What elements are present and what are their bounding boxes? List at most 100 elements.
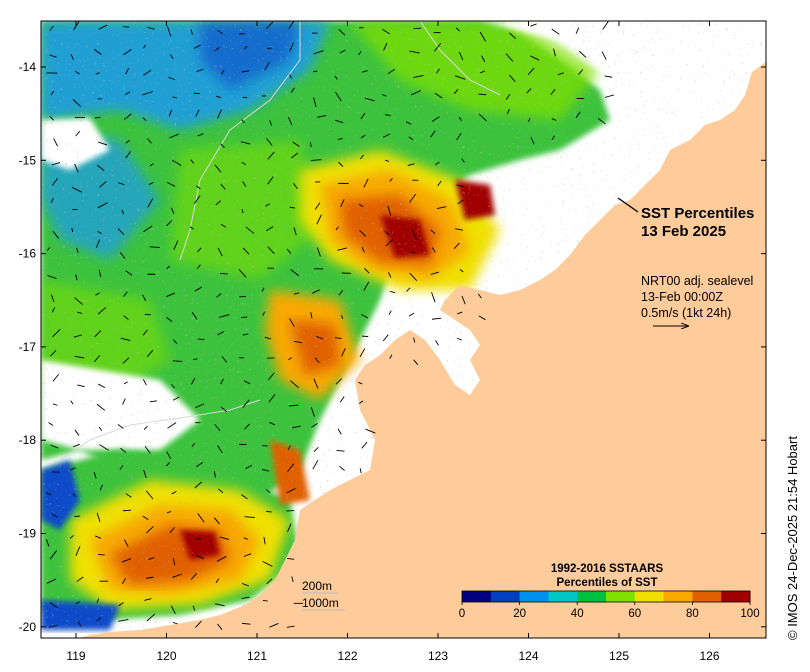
current-vector xyxy=(220,223,227,228)
current-vector xyxy=(142,515,149,520)
current-vector xyxy=(69,534,75,539)
current-vector xyxy=(52,230,59,239)
lat-tick-label: -19 xyxy=(19,527,37,541)
current-vector xyxy=(244,45,248,50)
current-vector xyxy=(526,88,532,94)
current-vector xyxy=(266,226,274,232)
current-vector xyxy=(242,622,251,625)
current-vector xyxy=(147,198,154,208)
current-vector xyxy=(218,314,230,318)
current-vector xyxy=(334,91,342,102)
current-vector xyxy=(144,446,151,454)
current-vector xyxy=(436,206,447,210)
current-vector xyxy=(238,269,247,278)
current-vector xyxy=(287,523,292,533)
current-vector xyxy=(217,247,223,257)
current-vector xyxy=(95,292,100,296)
current-vector xyxy=(290,380,299,389)
current-vector xyxy=(50,197,54,204)
colorbar-tick-label: 40 xyxy=(571,608,584,620)
current-vector xyxy=(170,605,176,615)
current-vector xyxy=(172,96,177,99)
current-vector xyxy=(75,601,81,605)
current-vector xyxy=(359,229,367,237)
current-vector xyxy=(142,294,147,302)
current-vector xyxy=(388,310,392,315)
current-vector xyxy=(125,150,132,159)
lat-tick-label: -18 xyxy=(19,433,37,447)
current-vector xyxy=(527,117,531,123)
current-vector xyxy=(122,398,126,405)
current-vector xyxy=(218,488,224,494)
colorbar-segment xyxy=(634,591,665,602)
current-vector xyxy=(215,603,225,607)
current-vector xyxy=(433,43,442,52)
current-vector xyxy=(389,177,393,182)
current-vector xyxy=(166,292,176,298)
current-vector xyxy=(45,539,50,547)
legend-title-line1: 1992-2016 SSTAARS xyxy=(551,563,664,575)
current-vector xyxy=(94,116,101,119)
current-vector xyxy=(287,445,291,450)
current-vector xyxy=(215,95,222,99)
lon-tick-label: 119 xyxy=(66,649,85,663)
lon-tick-label: 124 xyxy=(518,649,538,663)
colorbar-ticks: 0 20 40 60 80 100 xyxy=(459,602,760,620)
current-vector xyxy=(195,620,202,628)
current-vector xyxy=(74,515,81,518)
current-vector xyxy=(73,334,83,338)
current-vector xyxy=(168,109,173,117)
current-vector xyxy=(408,312,415,317)
current-vector xyxy=(95,239,101,248)
current-vector xyxy=(98,24,108,30)
lon-tick-label: 125 xyxy=(609,649,629,663)
current-vector xyxy=(434,92,443,99)
current-vector xyxy=(97,202,108,209)
title-pointer xyxy=(617,197,639,213)
current-vector xyxy=(46,246,51,252)
current-vector xyxy=(387,272,392,278)
current-vector xyxy=(74,429,80,436)
current-vector xyxy=(364,267,370,274)
current-vector xyxy=(505,93,511,100)
colorbar-segment xyxy=(692,591,722,602)
current-vector xyxy=(336,449,345,452)
current-vector xyxy=(143,225,153,233)
current-vector xyxy=(382,133,390,138)
current-vector xyxy=(527,67,535,75)
plot-frame xyxy=(40,20,767,639)
current-vector xyxy=(118,182,125,186)
current-vector xyxy=(339,49,346,54)
current-vector xyxy=(288,116,293,126)
current-vector xyxy=(97,231,102,235)
current-vector xyxy=(267,246,275,255)
current-vector xyxy=(267,372,275,381)
current-vector xyxy=(292,141,300,147)
current-vector xyxy=(597,118,606,125)
land-mass xyxy=(80,62,766,638)
current-vector xyxy=(74,355,85,359)
current-vector xyxy=(52,328,61,338)
current-vector xyxy=(389,354,393,359)
current-vector xyxy=(243,537,248,540)
current-vector xyxy=(455,228,463,231)
current-vector xyxy=(117,228,125,236)
current-vector xyxy=(69,467,76,471)
current-vector xyxy=(289,74,293,79)
current-vector xyxy=(169,54,174,60)
current-vector xyxy=(478,113,487,122)
colorbar-segment xyxy=(548,591,578,602)
current-vector xyxy=(191,377,196,385)
current-vector xyxy=(338,28,346,36)
current-vector xyxy=(195,403,205,408)
current-vector xyxy=(72,187,83,193)
current-vector xyxy=(602,21,610,30)
current-vector xyxy=(338,161,344,168)
current-vector xyxy=(340,199,345,207)
current-vector xyxy=(288,404,299,407)
colorbar-frame xyxy=(461,590,751,603)
current-vector xyxy=(125,270,133,276)
current-vector xyxy=(311,423,318,428)
current-vector xyxy=(478,93,487,96)
current-vector xyxy=(147,26,155,30)
